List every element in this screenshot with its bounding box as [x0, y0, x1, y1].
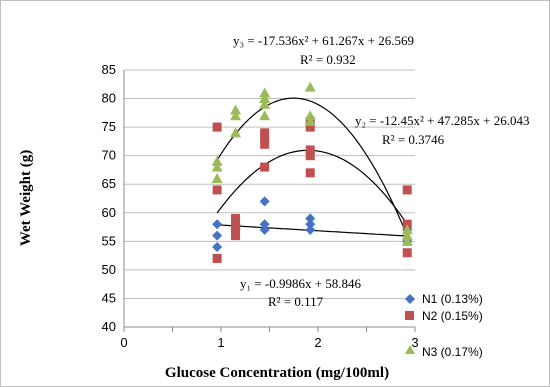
data-point-series-2: [402, 248, 412, 258]
x-tick-label: 3: [411, 335, 418, 350]
data-point-series-3: [230, 104, 242, 115]
data-point-series-3: [304, 81, 316, 92]
x-tick-label: 2: [314, 335, 321, 350]
legend-marker-n3: [405, 345, 415, 354]
data-point-series-3: [211, 155, 223, 166]
data-point-series-3: [211, 161, 223, 172]
legend-item-n2: N2 (0.15%): [405, 309, 483, 323]
y-tick-label: 75: [102, 119, 116, 134]
data-point-series-2: [212, 253, 222, 263]
data-point-series-3: [259, 110, 271, 121]
data-point-series-2: [260, 134, 270, 144]
data-point-series-3: [259, 93, 271, 104]
data-point-series-1: [305, 213, 316, 224]
legend-label-n1: N1 (0.13%): [422, 292, 483, 306]
y-tick-label: 60: [102, 205, 116, 220]
equation-n3: y₃ = -17.536x² + 61.267x + 26.569: [233, 33, 414, 48]
data-point-series-2: [305, 168, 315, 178]
data-point-series-3: [259, 98, 271, 109]
data-point-series-2: [260, 128, 270, 138]
y-tick-label: 70: [102, 148, 116, 163]
data-point-series-1: [259, 224, 270, 235]
gridlines: [124, 69, 415, 299]
data-point-series-3: [401, 230, 413, 241]
data-points: [211, 81, 413, 263]
data-point-series-2: [260, 139, 270, 149]
y-tick-label: 40: [102, 319, 116, 334]
data-point-series-3: [304, 110, 316, 121]
x-tick-label: 1: [217, 335, 224, 350]
data-point-series-1: [305, 224, 316, 235]
data-point-series-1: [305, 219, 316, 230]
data-point-series-2: [305, 122, 315, 132]
legend-item-n3: N3 (0.17%): [405, 345, 483, 359]
data-point-series-1: [212, 242, 223, 253]
data-point-series-3: [401, 235, 413, 246]
data-point-series-3: [259, 87, 271, 98]
legend-label-n2: N2 (0.15%): [422, 309, 483, 323]
data-point-series-3: [230, 110, 242, 121]
r2-n2: R² = 0.3746: [382, 132, 445, 147]
data-point-series-1: [259, 196, 270, 207]
data-point-series-1: [259, 219, 270, 230]
data-point-series-2: [231, 219, 241, 229]
data-point-series-1: [212, 230, 223, 241]
data-point-series-2: [231, 231, 241, 241]
y-axis-title: Wet Weight (g): [18, 150, 34, 246]
legend-marker-n1: [405, 294, 415, 304]
equation-n2: y₂ = -12.45x² + 47.285x + 26.043: [355, 113, 530, 128]
legend-item-n1: N1 (0.13%): [405, 292, 483, 306]
x-axis-title: Glucose Concentration (mg/100ml): [165, 365, 389, 381]
data-point-series-2: [260, 162, 270, 172]
data-point-series-2: [231, 213, 241, 223]
r2-n1: R² = 0.117: [268, 294, 324, 309]
data-point-series-2: [305, 145, 315, 155]
data-point-series-2: [402, 185, 412, 195]
y-tick-label: 55: [102, 233, 116, 248]
y-tick-label: 85: [102, 62, 116, 77]
trendline-series-3: [216, 97, 408, 237]
data-point-series-2: [231, 225, 241, 235]
y-tick-label: 50: [102, 262, 116, 277]
data-point-series-2: [212, 185, 222, 195]
legend-label-n3: N3 (0.17%): [422, 345, 483, 359]
data-point-series-2: [402, 219, 412, 229]
axes: [123, 70, 416, 332]
y-tick-label: 80: [102, 91, 116, 106]
data-point-series-2: [212, 122, 222, 132]
equation-n1: y₁ = -0.9986x + 58.846: [240, 276, 362, 291]
data-point-series-2: [305, 151, 315, 161]
x-tick-label: 0: [120, 335, 127, 350]
data-point-series-1: [212, 219, 223, 230]
legend-marker-n2: [405, 311, 414, 320]
data-point-series-3: [401, 224, 413, 235]
r2-n3: R² = 0.932: [300, 52, 356, 67]
y-tick-label: 65: [102, 176, 116, 191]
data-point-series-3: [211, 173, 223, 184]
tick-labels: 40 45 50 55 60 65 70 75 80 85 0 1 2 3: [102, 62, 419, 350]
data-point-series-3: [230, 127, 242, 138]
y-tick-label: 45: [102, 290, 116, 305]
legend: N1 (0.13%) N2 (0.15%) N3 (0.17%): [405, 292, 483, 359]
data-point-series-3: [304, 115, 316, 126]
